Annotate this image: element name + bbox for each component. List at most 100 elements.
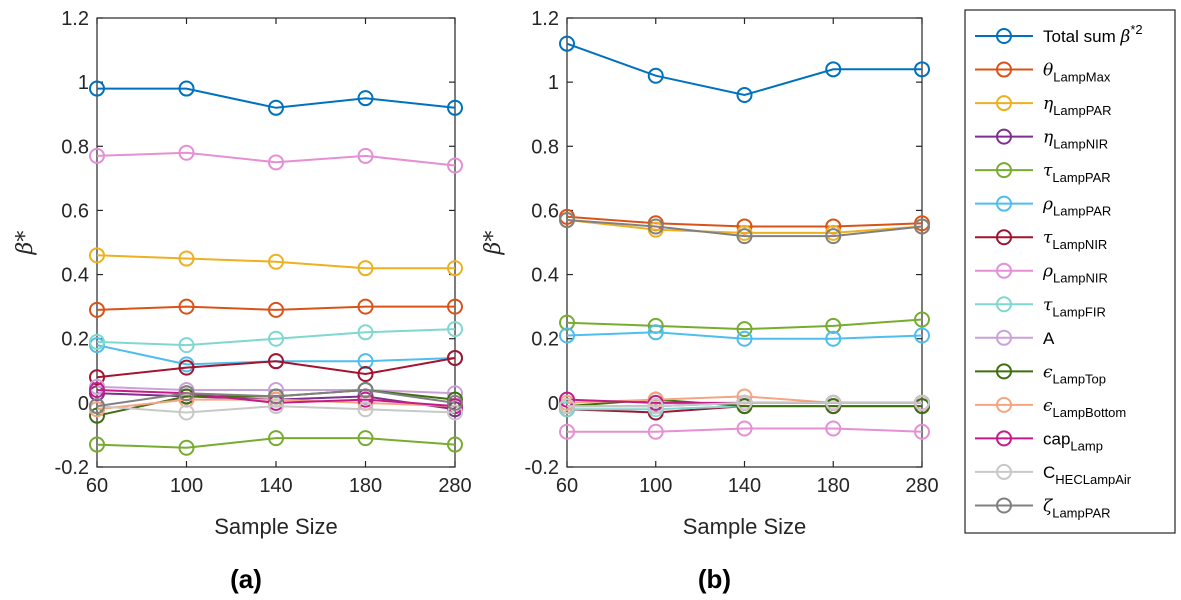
legend-entry: ϵLampTop	[975, 362, 1106, 386]
panel-a-data-point	[447, 404, 463, 421]
panel-a-series-2	[89, 247, 463, 277]
panel-a-data-point	[447, 321, 463, 338]
chart-panel-b: -0.2 0 0.2 0.4 0.6 0.8 1 1.2 60 100 140 180 280 Sampl…	[481, 8, 939, 594]
legend-entry: τLampPAR	[975, 161, 1111, 185]
legend-marker	[996, 463, 1012, 480]
panel-a-ytick-label: -0.2	[55, 457, 89, 479]
panel-a-series-4	[89, 430, 463, 456]
panel-a-ytick-label: 0.8	[61, 136, 89, 158]
panel-a-data-point	[357, 90, 374, 107]
chart-legend: Total sum β*2 θLampMax ηLampPAR ηLampNIR τLa…	[964, 9, 1176, 534]
panel-b-series-14	[559, 212, 930, 245]
panel-a-data-point	[447, 99, 463, 116]
panel-b-data-point	[914, 311, 930, 328]
panel-b-ytick-label: -0.2	[525, 457, 559, 479]
panel-b-ytick-label: 1.2	[531, 8, 559, 30]
panel-a-series-13	[89, 398, 463, 421]
panel-b-data-point	[647, 218, 664, 235]
panel-a-data-point	[268, 353, 284, 370]
panel-a-data-point	[268, 330, 284, 347]
panel-a-series-8	[89, 321, 463, 354]
legend-label: CHECLampAir	[1043, 463, 1132, 487]
panel-a-data-point	[357, 324, 374, 341]
panel-a-data-point	[178, 298, 195, 315]
legend-entry: τLampNIR	[975, 228, 1107, 252]
panel-b-data-point	[736, 321, 753, 338]
panel-a-ytick-label: 1	[78, 72, 89, 94]
panel-a-series-line	[96, 328, 456, 347]
panel-b-data-point	[825, 330, 842, 347]
panel-a-data-point	[268, 430, 284, 447]
panel-a-data-point	[178, 385, 195, 402]
panel-a-xtick-label: 60	[86, 475, 108, 497]
legend-entry: ρLampPAR	[975, 195, 1111, 219]
legend-marker	[996, 128, 1012, 145]
panel-a-data-point	[447, 436, 463, 453]
panel-b-data-point	[825, 420, 842, 437]
panel-a-series-line	[96, 405, 456, 414]
panel-a-data-point	[447, 298, 463, 315]
panel-a-data-point	[89, 333, 105, 350]
panel-a-ylabel: β*	[13, 231, 38, 256]
panel-a-ytick-label: 0.4	[61, 265, 89, 287]
panel-a-data-point	[89, 301, 105, 318]
panel-b-data-point	[647, 423, 664, 440]
legend-label: A	[1043, 329, 1055, 348]
panel-a-data-point	[178, 250, 195, 267]
panel-b-xlabel: Sample Size	[683, 514, 807, 539]
legend-entry: θLampMax	[975, 61, 1111, 85]
legend-label: θLampMax	[1043, 61, 1111, 85]
panel-a-data-point	[447, 385, 463, 402]
panel-a-series-line	[96, 357, 456, 379]
panel-a-ytick-label: 0.6	[61, 200, 89, 222]
panel-a-series-0	[89, 80, 463, 116]
panel-b-xtick-label: 140	[728, 475, 761, 497]
panel-b-data-point	[559, 423, 575, 440]
panel-a-data-point	[357, 353, 374, 370]
panel-a-xtick-label: 100	[170, 475, 203, 497]
panel-a-data-point	[178, 439, 195, 456]
panel-b-data-point	[736, 228, 753, 245]
panel-a-ytick-label: 0	[78, 393, 89, 415]
legend-label: τLampNIR	[1043, 228, 1107, 252]
panel-a-data-point	[89, 382, 105, 399]
legend-entry: ζLampPAR	[975, 496, 1111, 520]
panel-b-data-point	[559, 314, 575, 331]
panel-b-xtick-label: 280	[905, 475, 938, 497]
panel-b-series-line	[567, 401, 922, 408]
panel-b-data-point	[736, 86, 753, 103]
legend-entry: ϵLampBottom	[975, 396, 1126, 420]
panel-a-data-point	[178, 337, 195, 354]
panel-b-series-line	[566, 219, 923, 238]
panel-b-data-point	[914, 61, 930, 78]
panel-b-data-point	[825, 317, 842, 334]
panel-a-data-point	[357, 365, 374, 382]
panel-b-data-point	[914, 394, 930, 411]
panel-a-data-point	[178, 80, 195, 97]
legend-label: ρLampPAR	[1042, 195, 1111, 219]
legend-marker	[996, 396, 1012, 413]
legend-marker	[996, 195, 1012, 212]
legend-entry: Total sum β*2	[975, 22, 1143, 47]
panel-b-series-4	[559, 311, 930, 338]
legend-entry: τLampFIR	[975, 295, 1106, 319]
panel-a-data-point	[447, 394, 463, 411]
panel-b-ytick-label: 0.6	[531, 200, 559, 222]
panel-a-xtick-label: 180	[349, 475, 382, 497]
panel-a-data-point	[447, 157, 463, 174]
legend-label: ρLampNIR	[1042, 262, 1108, 286]
panel-b-data-point	[825, 394, 842, 411]
legend-label: Total sum β*2	[1043, 22, 1143, 47]
panel-a-series-6	[89, 349, 463, 386]
panel-b-series-line	[566, 331, 923, 340]
panel-b-ylabel: β*	[481, 231, 506, 256]
legend-entry: ηLampPAR	[975, 94, 1111, 118]
legend-entry: CHECLampAir	[975, 463, 1132, 487]
panel-a-data-point	[89, 436, 105, 453]
panel-a-data-point	[268, 154, 284, 171]
panel-b-xtick-label: 100	[639, 475, 672, 497]
panel-a-data-point	[89, 80, 105, 97]
panel-a-series-line	[96, 437, 456, 449]
panel-a-series-line	[97, 87, 456, 109]
panel-b-series-line	[566, 219, 923, 234]
